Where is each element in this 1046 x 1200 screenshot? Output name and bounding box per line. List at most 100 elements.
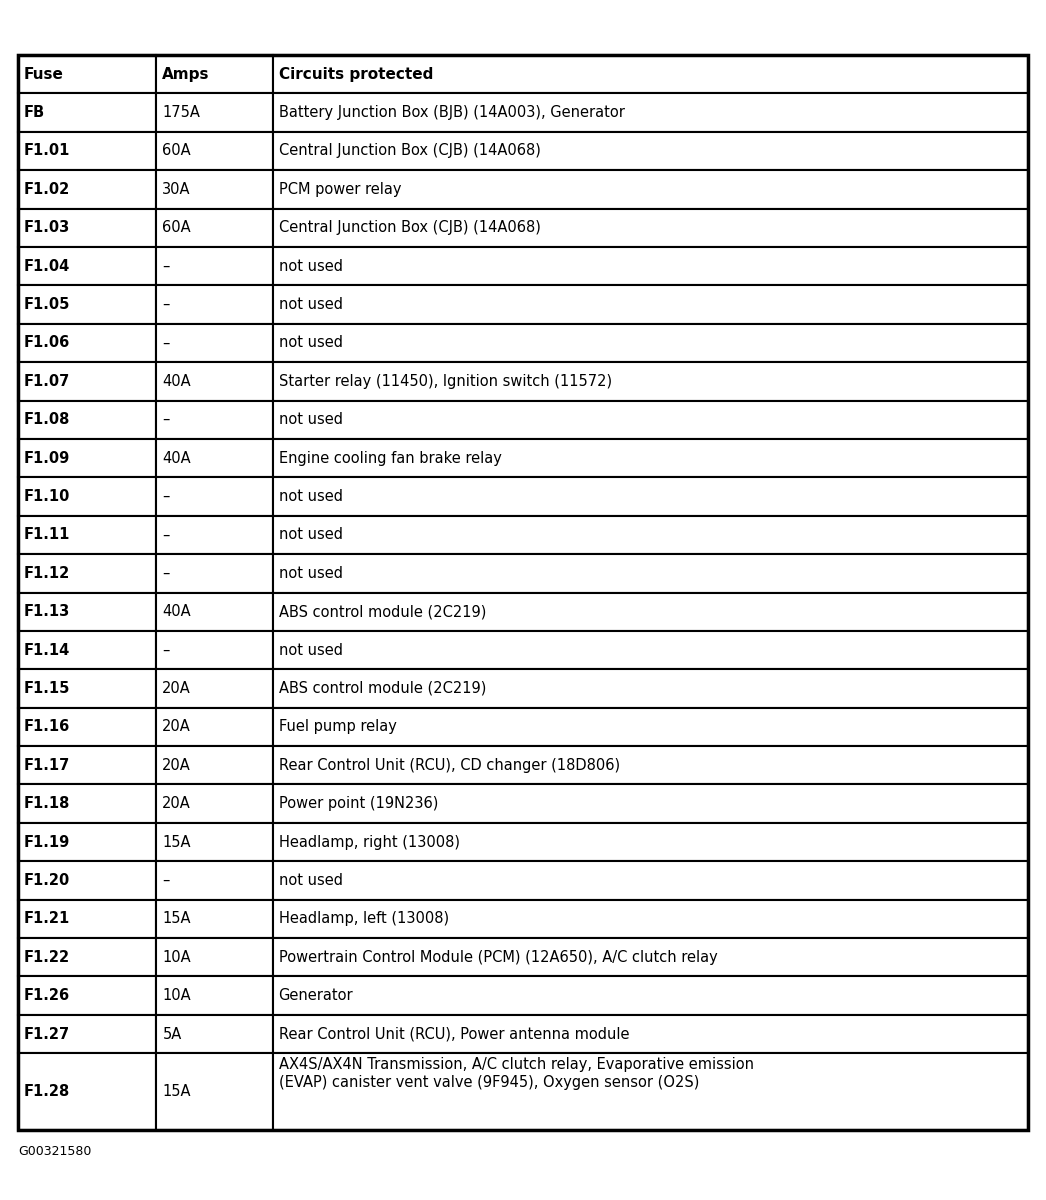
Bar (156, 286, 273, 324)
Bar (156, 439, 273, 478)
Bar (18, 631, 156, 670)
Text: –: – (162, 872, 169, 888)
Bar (156, 670, 273, 708)
Text: not used: not used (278, 872, 342, 888)
Bar (156, 170, 273, 209)
Bar (156, 94, 273, 132)
Bar (156, 746, 273, 785)
Text: F1.01: F1.01 (24, 144, 70, 158)
Text: F1.16: F1.16 (24, 719, 70, 734)
Text: F1.08: F1.08 (24, 413, 70, 427)
Text: not used: not used (278, 259, 342, 274)
Bar (156, 900, 273, 938)
Text: Powertrain Control Module (PCM) (12A650), A/C clutch relay: Powertrain Control Module (PCM) (12A650)… (278, 949, 718, 965)
Bar (18, 1015, 156, 1054)
Bar (156, 823, 273, 862)
Text: 175A: 175A (162, 106, 200, 120)
Bar (156, 209, 273, 247)
Bar (156, 55, 273, 94)
Text: F1.27: F1.27 (24, 1026, 70, 1042)
Text: 15A: 15A (162, 1084, 190, 1099)
Bar (18, 247, 156, 286)
Text: Fuel pump relay: Fuel pump relay (278, 719, 396, 734)
Bar (273, 977, 1028, 1015)
Bar (273, 823, 1028, 862)
Text: Generator: Generator (278, 988, 354, 1003)
Bar (156, 593, 273, 631)
Text: –: – (162, 298, 169, 312)
Bar (273, 670, 1028, 708)
Bar (273, 938, 1028, 977)
Bar (156, 1054, 273, 1130)
Bar (156, 132, 273, 170)
Bar (18, 593, 156, 631)
Bar (18, 900, 156, 938)
Bar (18, 132, 156, 170)
Bar (273, 478, 1028, 516)
Bar (18, 401, 156, 439)
Bar (156, 862, 273, 900)
Text: 20A: 20A (162, 757, 191, 773)
Text: 15A: 15A (162, 834, 190, 850)
Text: not used: not used (278, 336, 342, 350)
Text: 20A: 20A (162, 796, 191, 811)
Text: Amps: Amps (162, 67, 210, 82)
Bar (18, 554, 156, 593)
Text: ABS control module (2C219): ABS control module (2C219) (278, 604, 486, 619)
Text: 30A: 30A (162, 182, 190, 197)
Bar (156, 324, 273, 362)
Bar (156, 977, 273, 1015)
Text: 60A: 60A (162, 221, 191, 235)
Bar (18, 1054, 156, 1130)
Text: Central Junction Box (CJB) (14A068): Central Junction Box (CJB) (14A068) (278, 144, 541, 158)
Bar (273, 362, 1028, 401)
Text: F1.14: F1.14 (24, 642, 70, 658)
Bar (18, 670, 156, 708)
Text: AX4S/AX4N Transmission, A/C clutch relay, Evaporative emission
(EVAP) canister v: AX4S/AX4N Transmission, A/C clutch relay… (278, 1057, 753, 1090)
Text: Rear Control Unit (RCU), CD changer (18D806): Rear Control Unit (RCU), CD changer (18D… (278, 757, 619, 773)
Text: –: – (162, 413, 169, 427)
Bar (18, 516, 156, 554)
Bar (273, 554, 1028, 593)
Bar (273, 401, 1028, 439)
Text: F1.22: F1.22 (24, 949, 70, 965)
Text: F1.06: F1.06 (24, 336, 70, 350)
Text: not used: not used (278, 490, 342, 504)
Bar (273, 631, 1028, 670)
Bar (156, 554, 273, 593)
Text: not used: not used (278, 413, 342, 427)
Text: ABS control module (2C219): ABS control module (2C219) (278, 680, 486, 696)
Text: F1.04: F1.04 (24, 259, 70, 274)
Bar (273, 132, 1028, 170)
Text: F1.09: F1.09 (24, 451, 70, 466)
Text: Circuits protected: Circuits protected (278, 67, 433, 82)
Text: 40A: 40A (162, 604, 191, 619)
Bar (273, 862, 1028, 900)
Text: F1.12: F1.12 (24, 566, 70, 581)
Text: Headlamp, right (13008): Headlamp, right (13008) (278, 834, 459, 850)
Text: G00321580: G00321580 (18, 1145, 91, 1158)
Bar (156, 516, 273, 554)
Text: PCM power relay: PCM power relay (278, 182, 401, 197)
Bar (18, 170, 156, 209)
Bar (18, 977, 156, 1015)
Text: F1.26: F1.26 (24, 988, 70, 1003)
Bar (156, 401, 273, 439)
Text: F1.28: F1.28 (24, 1084, 70, 1099)
Text: Starter relay (11450), Ignition switch (11572): Starter relay (11450), Ignition switch (… (278, 374, 612, 389)
Bar (156, 708, 273, 746)
Text: F1.11: F1.11 (24, 528, 70, 542)
Bar (18, 286, 156, 324)
Text: Headlamp, left (13008): Headlamp, left (13008) (278, 911, 449, 926)
Bar (273, 516, 1028, 554)
Bar (156, 631, 273, 670)
Bar (18, 862, 156, 900)
Bar (273, 209, 1028, 247)
Bar (273, 900, 1028, 938)
Text: 60A: 60A (162, 144, 191, 158)
Bar (156, 785, 273, 823)
Text: not used: not used (278, 642, 342, 658)
Text: 40A: 40A (162, 451, 191, 466)
Bar (273, 1054, 1028, 1130)
Bar (18, 439, 156, 478)
